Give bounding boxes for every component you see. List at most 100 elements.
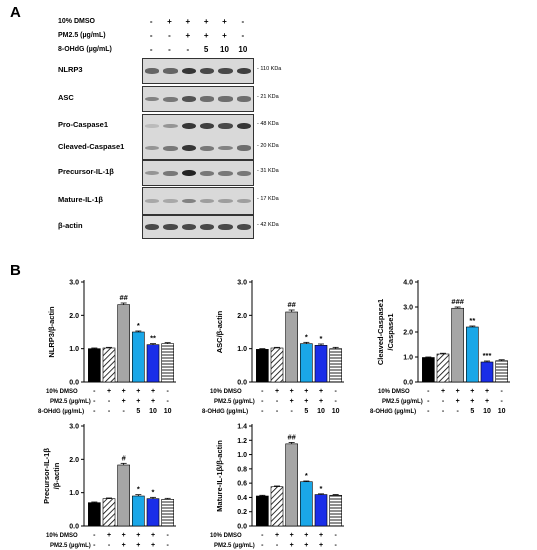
condition-sign: +: [222, 31, 227, 40]
condition-sign: +: [319, 532, 323, 539]
condition-sign: -: [334, 398, 337, 405]
condition-sign: -: [500, 388, 503, 395]
molecular-weight-label: - 20 KDa: [257, 143, 279, 149]
condition-sign: +: [107, 388, 111, 395]
condition-sign: -: [276, 408, 279, 415]
y-tick-label: 0.2: [237, 509, 247, 516]
bar: [132, 495, 145, 527]
condition-row-label: 10% DMSO: [46, 389, 78, 395]
y-tick-label: 3.0: [69, 424, 79, 431]
significance-label: *: [320, 484, 323, 493]
bar: [422, 357, 435, 383]
condition-sign: +: [290, 388, 294, 395]
protein-label: Cleaved-Caspase1: [58, 142, 125, 151]
panel-a-label: A: [10, 4, 21, 21]
blot-band: [181, 169, 196, 177]
condition-row-label: 10% DMSO: [210, 389, 242, 395]
condition-sign: -: [93, 542, 96, 549]
condition-sign: -: [93, 408, 96, 415]
significance-label: *: [305, 471, 308, 480]
blot-band: [163, 96, 178, 102]
condition-sign: +: [122, 532, 126, 539]
bar: [451, 307, 464, 383]
y-tick-label: 0.0: [69, 380, 79, 387]
y-axis-title: Cleaved-Caspase1: [376, 299, 385, 365]
condition-sign: +: [485, 398, 489, 405]
condition-sign: +: [290, 398, 294, 405]
condition-sign: +: [456, 388, 460, 395]
y-axis-title: NLRP3/β-actin: [47, 306, 56, 358]
bar: [270, 347, 284, 383]
condition-sign: +: [222, 17, 227, 26]
y-tick-label: 1.0: [237, 452, 247, 459]
significance-label: *: [152, 487, 155, 496]
bar: [314, 494, 328, 527]
y-tick-label: 3.0: [69, 280, 79, 287]
condition-row-label: 8-OHdG (µg/mL): [370, 409, 416, 415]
condition-sign: +: [151, 398, 155, 405]
condition-sign: +: [136, 542, 140, 549]
condition-sign: +: [203, 17, 209, 26]
bar: [480, 361, 494, 383]
y-tick-label: 3.0: [237, 280, 247, 287]
significance-label: #: [122, 453, 127, 462]
condition-sign: +: [304, 398, 308, 405]
condition-sign: -: [149, 45, 153, 54]
condition-sign: 10: [498, 408, 506, 415]
protein-label: Pro-Caspase1: [58, 120, 109, 129]
condition-sign: -: [261, 388, 264, 395]
bar-chart: 0.0 1.0 2.0 3.0 ASC/β-actin ## * * 10% DMSO - + + + +…: [202, 280, 344, 415]
blot-band: [218, 198, 233, 204]
bar: [300, 343, 313, 383]
bar: [436, 353, 450, 383]
condition-row-label: 8-OHdG (µg/mL): [58, 46, 112, 53]
significance-label: **: [469, 316, 475, 325]
condition-sign: -: [261, 398, 264, 405]
blot-band: [145, 199, 160, 203]
bar: [300, 481, 313, 527]
condition-sign: +: [136, 532, 140, 539]
protein-label: β-actin: [58, 221, 83, 230]
condition-sign: -: [166, 398, 169, 405]
condition-sign: +: [203, 31, 209, 40]
condition-sign: -: [456, 408, 459, 415]
blot-image: [142, 58, 254, 84]
condition-sign: -: [427, 398, 430, 405]
condition-sign: +: [441, 388, 445, 395]
condition-sign: +: [290, 532, 294, 539]
y-tick-label: 0.4: [237, 495, 247, 502]
blot-band: [236, 67, 251, 75]
condition-sign: +: [151, 542, 155, 549]
condition-sign: +: [304, 542, 308, 549]
bar: [146, 498, 160, 527]
blot-band: [200, 170, 215, 176]
y-axis-title: /β-actin: [52, 462, 61, 489]
condition-row-label: 8-OHdG (µg/mL): [38, 409, 84, 415]
condition-sign: 10: [238, 45, 248, 54]
condition-row-label: PM2.5 (µg/mL): [50, 543, 91, 549]
y-axis-title: Precursor-IL-1β: [42, 448, 51, 504]
bar: [88, 502, 101, 527]
condition-sign: +: [275, 388, 279, 395]
condition-sign: -: [149, 17, 153, 26]
y-tick-label: 1.0: [237, 346, 247, 353]
y-tick-label: 0.0: [237, 380, 247, 387]
condition-sign: +: [275, 532, 279, 539]
bar: [256, 349, 269, 383]
y-tick-label: 0.8: [237, 466, 247, 473]
blot-band: [218, 96, 233, 102]
bar: [495, 360, 508, 383]
blot-band: [200, 68, 215, 74]
condition-sign: 5: [136, 408, 140, 415]
significance-label: ***: [483, 351, 492, 360]
blot-band: [200, 224, 215, 230]
condition-sign: -: [276, 398, 279, 405]
condition-sign: -: [168, 31, 171, 40]
condition-row-label: PM2.5 (µg/mL): [382, 399, 423, 405]
bar: [285, 443, 298, 527]
condition-sign: -: [261, 532, 264, 539]
y-axis-title: Mature-IL-1β/β-actin: [215, 440, 224, 512]
condition-sign: 10: [317, 408, 325, 415]
significance-label: **: [150, 334, 156, 343]
